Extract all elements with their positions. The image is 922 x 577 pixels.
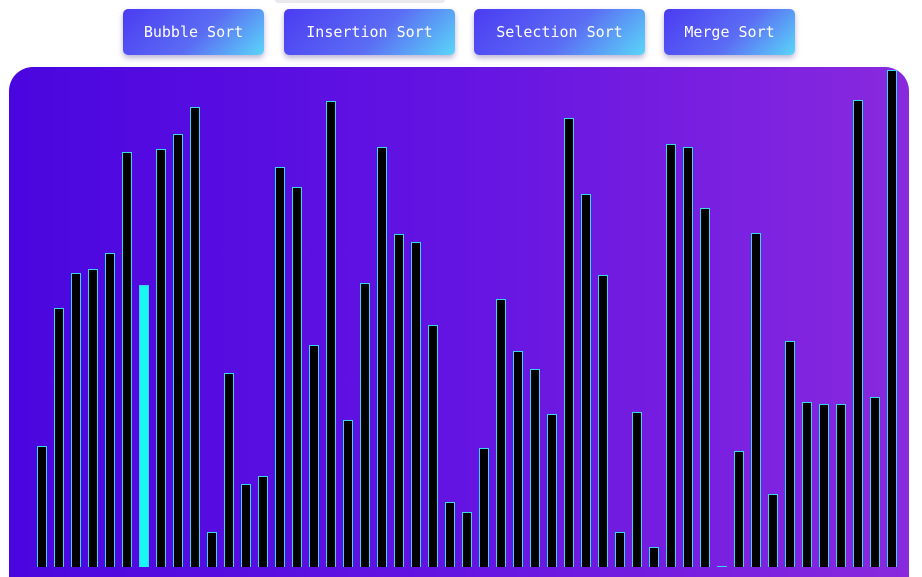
array-bar [836,404,846,567]
array-bar [581,194,591,567]
merge-sort-button[interactable]: Merge Sort [664,9,795,55]
array-bar [547,414,557,567]
array-bar [751,233,761,567]
array-bar [207,532,217,567]
array-bar [326,101,336,567]
array-bar [54,308,64,567]
array-bar [190,107,200,567]
array-bar [632,412,642,567]
array-bar [530,369,540,567]
array-bar [683,147,693,567]
array-bar [479,448,489,567]
array-bar [411,242,421,567]
bar-array [9,67,909,567]
array-bar [343,420,353,567]
array-bar [37,446,47,567]
visualizer-panel [9,67,909,577]
array-bar [700,208,710,567]
top-edge-element [275,0,445,3]
array-bar [224,373,234,567]
array-bar [717,566,727,567]
array-bar [88,269,98,567]
array-bar [258,476,268,567]
array-bar [768,494,778,567]
array-bar [241,484,251,567]
array-bar [394,234,404,567]
array-bar [445,502,455,567]
array-bar [564,118,574,567]
array-bar [785,341,795,567]
array-bar [156,149,166,567]
array-bar [105,253,115,567]
array-bar [615,532,625,567]
array-bar [275,167,285,567]
array-bar [802,402,812,567]
array-bar [428,325,438,567]
array-bar [666,144,676,567]
array-bar [309,345,319,567]
array-bar [513,351,523,567]
array-bar [292,187,302,567]
array-bar [870,397,880,567]
array-bar [853,100,863,567]
array-bar [496,299,506,567]
insertion-sort-button[interactable]: Insertion Sort [284,9,455,55]
array-bar [598,275,608,567]
array-bar [139,285,149,567]
toolbar: Bubble Sort Insertion Sort Selection Sor… [0,0,922,66]
array-bar [649,547,659,567]
bubble-sort-button[interactable]: Bubble Sort [123,9,264,55]
array-bar [734,451,744,567]
array-bar [377,147,387,567]
array-bar [173,134,183,567]
array-bar [462,512,472,567]
array-bar [360,283,370,567]
array-bar [887,70,897,567]
array-bar [819,404,829,567]
selection-sort-button[interactable]: Selection Sort [474,9,645,55]
array-bar [71,273,81,567]
array-bar [122,152,132,567]
